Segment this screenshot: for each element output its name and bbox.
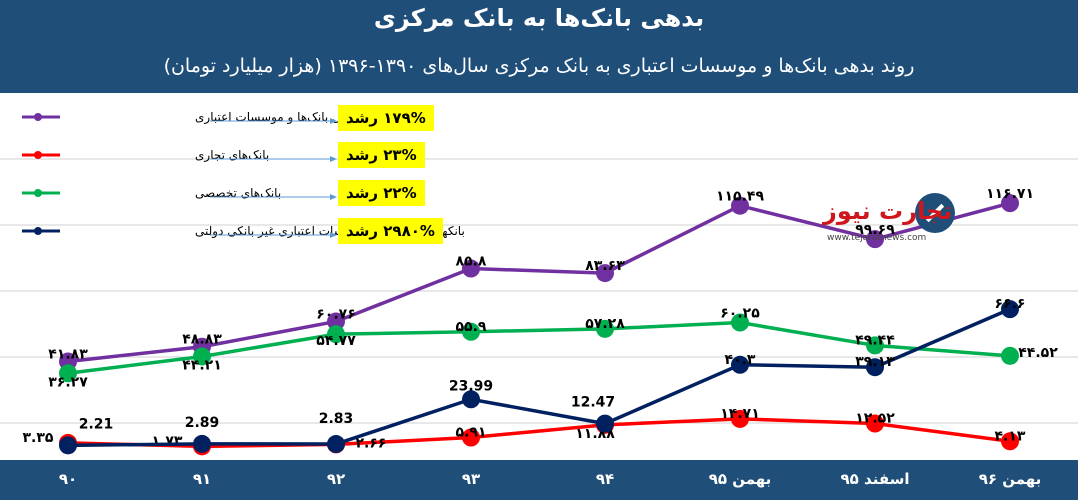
data-label: ۶۰.۷۶ bbox=[316, 306, 356, 322]
tejarat-news-logo: تجارت نیوز www.tejaratnews.com bbox=[823, 193, 955, 253]
legend-label: بانک‌های تجاری bbox=[195, 148, 269, 163]
growth-badge-private: ۲۹۸۰% رشد bbox=[338, 218, 443, 244]
data-label: ۹۹.۶۹ bbox=[855, 222, 895, 238]
x-tick-label: ۹۱ bbox=[192, 470, 212, 488]
data-point bbox=[193, 347, 211, 366]
data-label: ۳۶.۲۷ bbox=[48, 374, 88, 390]
data-point bbox=[1001, 346, 1019, 365]
data-point bbox=[731, 313, 749, 332]
series-line bbox=[67, 417, 1011, 449]
data-point bbox=[327, 312, 345, 331]
data-label: ۵۵.۹ bbox=[456, 319, 487, 335]
data-point bbox=[1001, 432, 1019, 451]
data-point bbox=[462, 428, 480, 447]
series-line bbox=[67, 320, 1011, 376]
legend-swatch-marker bbox=[34, 189, 42, 197]
growth-badge-total: ۱۷۹% رشد bbox=[338, 105, 434, 131]
x-tick-label: ۹۰ bbox=[58, 470, 78, 488]
data-point bbox=[462, 390, 480, 409]
x-axis: ۹۰ ۹۱ ۹۲ ۹۳ ۹۴ بهمن ۹۵ اسفند ۹۵ بهمن ۹۶ bbox=[0, 460, 1078, 500]
data-label: ۶۰.۲۵ bbox=[720, 306, 760, 322]
data-label: ۴۸.۸۳ bbox=[182, 332, 222, 348]
legend-swatch-marker bbox=[34, 227, 42, 235]
data-label: ۴۰.۳ bbox=[725, 352, 756, 368]
data-point bbox=[866, 358, 884, 377]
logo-url: www.tejaratnews.com bbox=[827, 233, 927, 243]
chart-title: بدهی بانک‌ها به بانک مرکزی bbox=[373, 4, 705, 32]
data-label: ۱۲.۵۲ bbox=[855, 411, 895, 427]
data-point bbox=[462, 322, 480, 341]
legend-swatch-marker bbox=[34, 113, 42, 121]
data-point bbox=[596, 319, 614, 338]
data-label: 2.21 bbox=[79, 416, 114, 432]
data-point bbox=[731, 355, 749, 374]
legend-arrow-head bbox=[330, 118, 337, 124]
data-point bbox=[866, 414, 884, 433]
data-point bbox=[59, 364, 77, 383]
data-label: ۸۳.۶۳ bbox=[585, 258, 625, 274]
data-point bbox=[731, 409, 749, 428]
data-label: 2.83 bbox=[319, 411, 354, 427]
data-label: ۳۹.۱۳ bbox=[855, 354, 895, 370]
legend-arrow-head bbox=[330, 232, 337, 238]
line-chart: کل بانک‌ها و موسسات اعتباری بانک‌های تجار… bbox=[0, 110, 1078, 456]
x-tick-label: ۹۲ bbox=[326, 470, 346, 488]
data-point bbox=[731, 196, 749, 215]
data-label: ۵۷.۲۸ bbox=[585, 316, 625, 332]
x-tick-label: اسفند ۹۵ bbox=[840, 470, 910, 488]
data-point bbox=[193, 434, 211, 453]
data-label: ۴۴.۵۲ bbox=[1018, 345, 1058, 361]
data-label: ۱۱۵.۴۹ bbox=[716, 189, 764, 205]
logo-name: تجارت نیوز bbox=[823, 197, 953, 225]
plot-area: کل بانک‌ها و موسسات اعتباری بانک‌های تجار… bbox=[0, 93, 1078, 460]
legend-swatch-marker bbox=[34, 151, 42, 159]
chart-subtitle: روند بدهی بانک‌ها و موسسات اعتباری به با… bbox=[163, 55, 915, 77]
data-label: 2.89 bbox=[185, 415, 220, 431]
data-label: ۱.۷۳ bbox=[152, 433, 183, 449]
x-tick-label: بهمن ۹۶ bbox=[978, 470, 1042, 488]
x-tick-label: ۹۴ bbox=[595, 470, 615, 488]
series-line bbox=[67, 307, 1011, 448]
data-label: ۴۴.۲۱ bbox=[182, 357, 222, 373]
data-label: 12.47 bbox=[571, 395, 615, 411]
data-label: ۴.۱۳ bbox=[995, 428, 1026, 444]
growth-badge-commercial: ۲۳% رشد bbox=[338, 142, 425, 168]
data-label: ۵.۹۱ bbox=[456, 424, 487, 440]
data-point bbox=[596, 414, 614, 433]
series-line bbox=[67, 201, 1011, 364]
data-label: ۸۵.۸ bbox=[456, 254, 487, 270]
data-point bbox=[866, 230, 884, 249]
data-point bbox=[462, 259, 480, 278]
growth-badge-specialized: ۲۲% رشد bbox=[338, 180, 425, 206]
data-point bbox=[59, 436, 77, 455]
legend-label: بانک‌های تخصصی bbox=[195, 186, 281, 200]
data-point bbox=[1001, 300, 1019, 319]
data-label: ۲.۶۶ bbox=[356, 435, 387, 451]
data-point bbox=[327, 325, 345, 344]
data-label: ۶۶.۶ bbox=[995, 296, 1026, 312]
data-point bbox=[327, 435, 345, 454]
data-point bbox=[1001, 194, 1019, 213]
legend-arrow-head bbox=[330, 156, 337, 162]
data-label: ۳.۳۵ bbox=[23, 430, 54, 446]
legend-arrow-head bbox=[330, 194, 337, 200]
data-point bbox=[596, 264, 614, 283]
data-label: 23.99 bbox=[449, 378, 493, 394]
x-tick-label: بهمن ۹۵ bbox=[708, 470, 772, 488]
data-label: ۱۴.۷۱ bbox=[720, 406, 760, 422]
data-label: ۴۱.۸۳ bbox=[48, 347, 88, 363]
data-label: ۴۹.۴۴ bbox=[855, 332, 895, 348]
legend-label: کل بانک‌ها و موسسات اعتباری bbox=[195, 110, 347, 125]
data-label: ۱۱۶.۷۱ bbox=[986, 186, 1034, 202]
tejarat-news-logo-icon bbox=[915, 193, 955, 233]
x-tick-label: ۹۳ bbox=[461, 470, 481, 488]
data-point bbox=[866, 336, 884, 355]
data-label: ۵۴.۷۷ bbox=[316, 333, 356, 349]
